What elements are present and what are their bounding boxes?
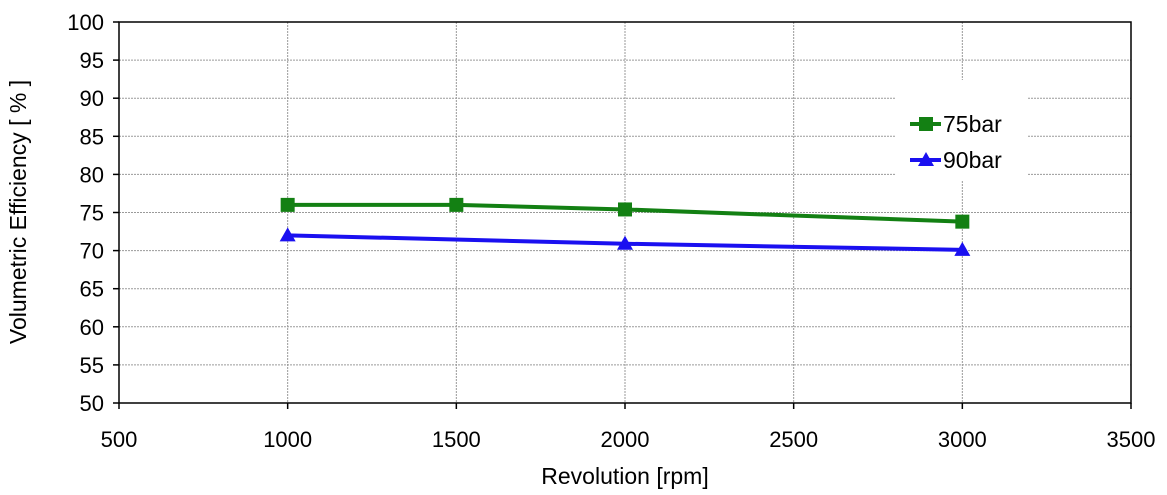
legend-box: [895, 80, 1027, 180]
x-tick-label: 1000: [263, 427, 312, 452]
data-point: [955, 214, 970, 229]
legend: 75bar 90bar: [895, 80, 1027, 180]
series-75bar: [280, 197, 970, 229]
x-axis-title: Revolution [rpm]: [541, 463, 708, 489]
data-point: [617, 235, 633, 250]
y-tick-label: 65: [80, 277, 104, 302]
series-line: [287, 202, 963, 224]
x-tick-label: 2500: [769, 427, 818, 452]
y-tick-label: 100: [67, 10, 104, 35]
x-tick-label: 500: [101, 427, 138, 452]
data-point: [279, 227, 296, 242]
x-tick-label: 3000: [938, 427, 987, 452]
y-tick-label: 50: [80, 391, 104, 416]
data-point: [618, 202, 632, 217]
y-axis-title: Volumetric Efficiency [ % ]: [5, 80, 31, 344]
y-tick-label: 75: [80, 201, 104, 226]
legend-label: 75bar: [943, 111, 1002, 137]
y-tick-label: 80: [80, 162, 104, 187]
legend-item: 75bar: [910, 111, 1002, 137]
y-tick-label: 60: [80, 315, 104, 340]
x-tick-label: 2000: [601, 427, 650, 452]
x-tick-label: 3500: [1107, 427, 1156, 452]
legend-marker: [918, 152, 934, 166]
y-tick-label: 85: [80, 124, 104, 149]
legend-label: 90bar: [943, 147, 1002, 173]
data-point: [449, 197, 464, 212]
x-tick-label: 1500: [432, 427, 481, 452]
series-90bar: [279, 227, 971, 256]
legend-item: 90bar: [910, 147, 1002, 173]
data-point: [954, 241, 971, 256]
y-tick-label: 95: [80, 48, 104, 73]
y-tick-label: 90: [80, 86, 104, 111]
y-tick-label: 70: [80, 239, 104, 264]
y-axis-ticks: 50 55 60 65 70 75 80 85 90 95 100: [67, 10, 119, 416]
legend-marker: [919, 117, 933, 131]
series-group: [279, 197, 971, 256]
y-tick-label: 55: [80, 353, 104, 378]
x-axis-ticks: 500 1000 1500 2000 2500 3000 3500: [101, 403, 1156, 452]
data-point: [280, 197, 295, 212]
